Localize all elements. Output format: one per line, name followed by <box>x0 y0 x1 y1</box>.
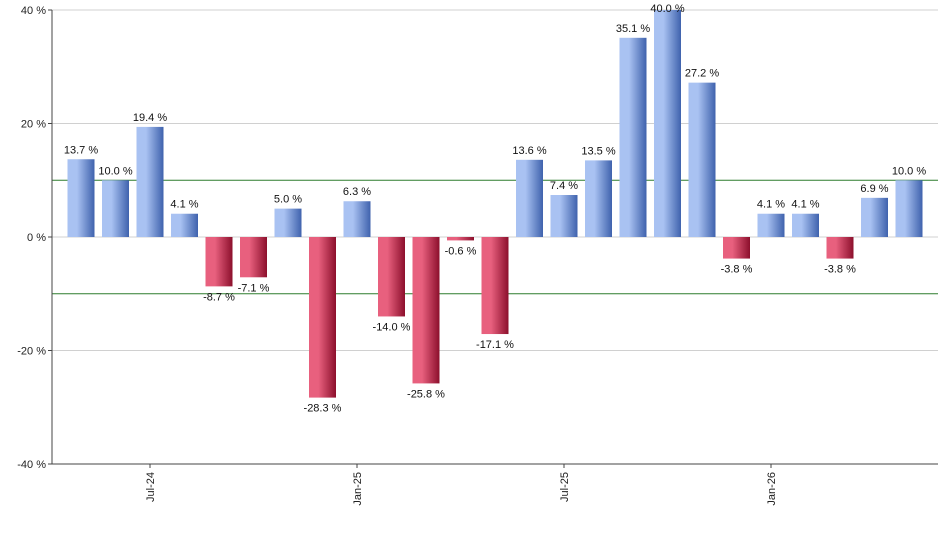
x-tick-label: Jan-25 <box>352 472 364 506</box>
bar <box>67 159 95 237</box>
data-label: 10.0 % <box>98 165 132 177</box>
bar <box>205 237 233 287</box>
bar <box>102 180 129 237</box>
data-label: -25.8 % <box>407 388 445 400</box>
data-label: -14.0 % <box>373 321 411 333</box>
bars <box>67 10 923 398</box>
bar <box>723 237 750 259</box>
data-label: -0.6 % <box>445 245 477 257</box>
data-label: -8.7 % <box>203 291 235 303</box>
bar <box>619 37 647 238</box>
data-label: 19.4 % <box>133 112 167 124</box>
bar <box>585 160 612 237</box>
bar <box>343 201 371 237</box>
bar <box>826 237 854 259</box>
bar <box>895 180 923 237</box>
bar <box>481 237 509 335</box>
y-tick-label: 0 % <box>27 232 46 244</box>
y-tick-label: 20 % <box>21 119 46 131</box>
data-label: 13.7 % <box>64 144 98 156</box>
data-label: 7.4 % <box>550 180 578 192</box>
data-label: 6.3 % <box>343 186 371 198</box>
data-label: 4.1 % <box>170 199 198 211</box>
data-label: 5.0 % <box>274 194 302 206</box>
bar <box>688 82 716 237</box>
bar <box>861 197 888 237</box>
data-label: -17.1 % <box>476 339 514 351</box>
data-label: -7.1 % <box>238 282 270 294</box>
bar <box>550 195 578 237</box>
x-tick-label: Jan-26 <box>766 472 778 506</box>
axes: 40 % 20 % 0 % -20 % -40 % Jul-24 Jan-25 Jul-25 J… <box>17 5 938 506</box>
x-tick-label: Jul-25 <box>559 472 571 502</box>
data-label: -3.8 % <box>824 264 856 276</box>
data-label: -3.8 % <box>721 264 753 276</box>
data-label: 4.1 % <box>791 199 819 211</box>
bar <box>792 213 819 237</box>
bar <box>171 213 198 237</box>
bar <box>240 237 267 278</box>
data-label: 6.9 % <box>860 183 888 195</box>
bar <box>654 10 681 237</box>
data-label: 10.0 % <box>892 165 926 177</box>
data-label: 4.1 % <box>757 199 785 211</box>
data-label: 40.0 % <box>650 3 684 15</box>
bar <box>136 126 164 237</box>
bar <box>516 159 543 237</box>
bar <box>378 237 405 317</box>
bar <box>274 208 302 237</box>
data-label: 13.6 % <box>512 145 546 157</box>
bar <box>447 237 474 241</box>
bar <box>757 213 785 237</box>
bar <box>412 237 440 384</box>
x-tick-label: Jul-24 <box>145 472 157 502</box>
data-label: 35.1 % <box>616 23 650 35</box>
bar <box>309 237 336 398</box>
y-tick-label: -20 % <box>17 346 46 358</box>
y-tick-label: 40 % <box>21 5 46 17</box>
data-label: 27.2 % <box>685 68 719 80</box>
data-labels: 13.7 %10.0 %19.4 %4.1 %-8.7 %-7.1 %5.0 %… <box>64 3 926 415</box>
data-label: 13.5 % <box>581 145 615 157</box>
y-tick-label: -40 % <box>17 459 46 471</box>
data-label: -28.3 % <box>304 403 342 415</box>
